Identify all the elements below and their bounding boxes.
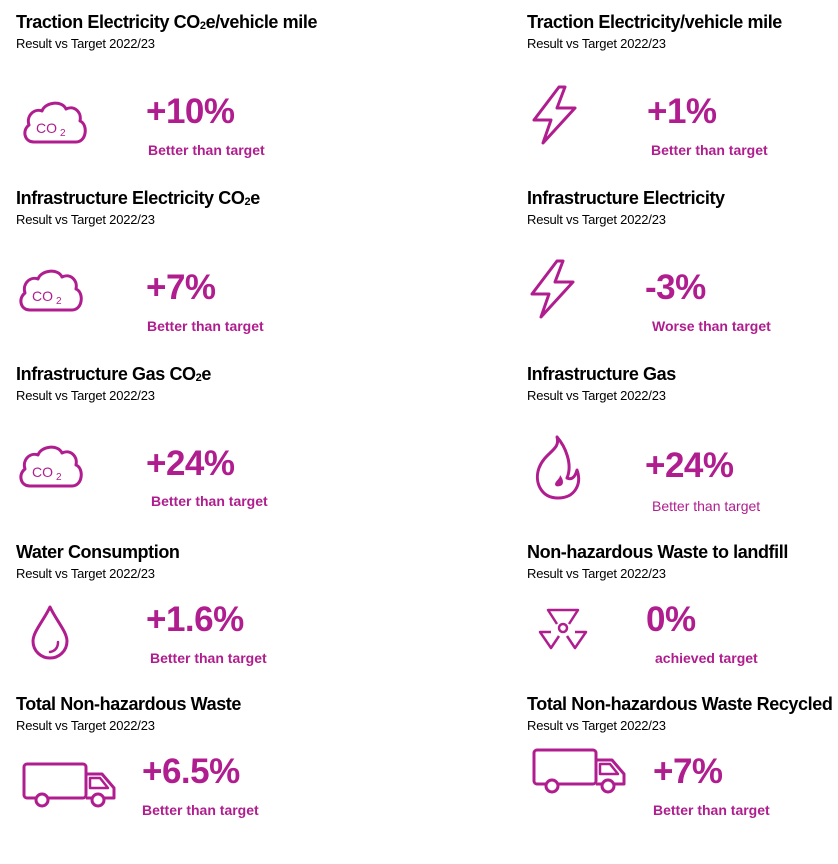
card-title: Total Non-hazardous Waste: [16, 694, 242, 714]
metric-card-infrastructure-electricity: Infrastructure Electricity Result vs Tar…: [527, 188, 838, 358]
svg-text:CO: CO: [32, 288, 53, 304]
card-title: Non-hazardous Waste to landfill: [527, 542, 788, 562]
card-subtitle: Result vs Target 2022/23: [16, 388, 155, 403]
card-subtitle: Result vs Target 2022/23: [16, 566, 155, 581]
card-subtitle: Result vs Target 2022/23: [527, 566, 666, 581]
lightning-bolt-icon: [529, 84, 579, 146]
metric-card-traction-electricity-co2e: Traction Electricity CO2e/vehicle mile R…: [16, 12, 416, 182]
water-drop-icon: [28, 604, 72, 660]
co2-cloud-icon: CO 2: [16, 440, 86, 492]
status-label: Better than target: [142, 802, 259, 818]
flame-icon: [533, 434, 583, 502]
svg-text:2: 2: [56, 472, 62, 483]
card-subtitle: Result vs Target 2022/23: [16, 212, 155, 227]
card-subtitle: Result vs Target 2022/23: [527, 388, 666, 403]
metric-card-total-waste-recycled: Total Non-hazardous Waste Recycled Resul…: [527, 694, 838, 864]
result-value: +6.5%: [142, 752, 240, 791]
co2-cloud-icon: CO 2: [20, 96, 90, 148]
card-title: Traction Electricity CO2e/vehicle mile: [16, 12, 318, 32]
metric-card-waste-to-landfill: Non-hazardous Waste to landfill Result v…: [527, 542, 838, 712]
result-value: +24%: [146, 444, 235, 483]
card-title: Infrastructure Electricity CO2e: [16, 188, 260, 208]
result-value: 0%: [646, 600, 696, 639]
result-value: +7%: [146, 268, 216, 307]
card-subtitle: Result vs Target 2022/23: [527, 212, 666, 227]
status-label: Better than target: [150, 650, 267, 666]
svg-text:CO: CO: [36, 120, 57, 136]
status-label: achieved target: [655, 650, 758, 666]
status-label: Better than target: [151, 493, 268, 509]
result-value: +7%: [653, 752, 723, 791]
radiation-symbol-icon: [537, 604, 589, 652]
svg-text:CO: CO: [32, 464, 53, 480]
card-subtitle: Result vs Target 2022/23: [16, 36, 155, 51]
card-title: Water Consumption: [16, 542, 180, 562]
result-value: +1%: [647, 92, 717, 131]
card-subtitle: Result vs Target 2022/23: [16, 718, 155, 733]
metric-card-traction-electricity: Traction Electricity/vehicle mile Result…: [527, 12, 838, 182]
result-value: +1.6%: [146, 600, 244, 639]
metric-card-infrastructure-electricity-co2e: Infrastructure Electricity CO2e Result v…: [16, 188, 416, 358]
lightning-bolt-icon: [527, 258, 577, 320]
metric-card-water-consumption: Water Consumption Result vs Target 2022/…: [16, 542, 416, 712]
card-subtitle: Result vs Target 2022/23: [527, 718, 666, 733]
truck-icon: [22, 760, 118, 810]
result-value: -3%: [645, 268, 706, 307]
card-subtitle: Result vs Target 2022/23: [527, 36, 666, 51]
status-label: Worse than target: [652, 318, 771, 334]
status-label: Better than target: [653, 802, 770, 818]
status-label: Better than target: [652, 498, 761, 514]
card-title: Infrastructure Gas: [527, 364, 676, 384]
result-value: +24%: [645, 446, 734, 485]
svg-text:2: 2: [60, 128, 66, 139]
metric-card-infrastructure-gas-co2e: Infrastructure Gas CO2e Result vs Target…: [16, 364, 416, 534]
card-title: Infrastructure Gas CO2e: [16, 364, 211, 384]
truck-icon: [532, 746, 628, 796]
card-title: Infrastructure Electricity: [527, 188, 725, 208]
card-title: Traction Electricity/vehicle mile: [527, 12, 782, 32]
status-label: Better than target: [147, 318, 264, 334]
metric-card-infrastructure-gas: Infrastructure Gas Result vs Target 2022…: [527, 364, 838, 534]
status-label: Better than target: [148, 142, 265, 158]
card-title: Total Non-hazardous Waste Recycled: [527, 694, 833, 714]
svg-text:2: 2: [56, 296, 62, 307]
co2-cloud-icon: CO 2: [16, 264, 86, 316]
metric-card-total-waste: Total Non-hazardous Waste Result vs Targ…: [16, 694, 416, 864]
status-label: Better than target: [651, 142, 768, 158]
result-value: +10%: [146, 92, 235, 131]
